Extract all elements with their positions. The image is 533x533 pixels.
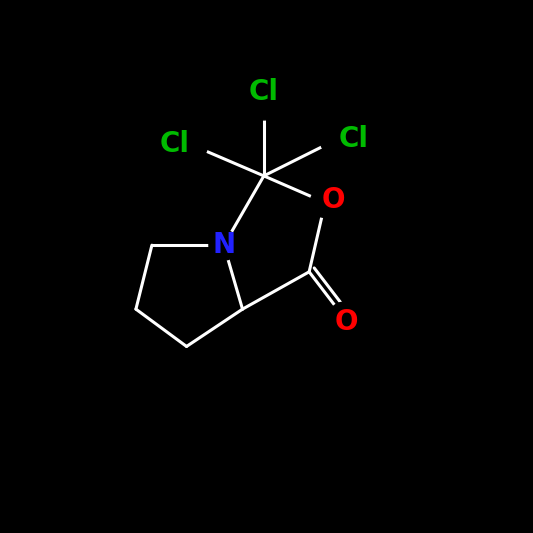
Text: O: O [321, 186, 345, 214]
Circle shape [171, 125, 208, 163]
Text: Cl: Cl [338, 125, 368, 152]
Circle shape [245, 83, 282, 120]
Text: O: O [335, 309, 358, 336]
Circle shape [329, 302, 359, 332]
Circle shape [310, 188, 340, 217]
Text: N: N [212, 231, 236, 259]
Text: Cl: Cl [249, 78, 279, 106]
Circle shape [209, 230, 239, 260]
Text: Cl: Cl [159, 130, 189, 158]
Circle shape [320, 120, 357, 157]
